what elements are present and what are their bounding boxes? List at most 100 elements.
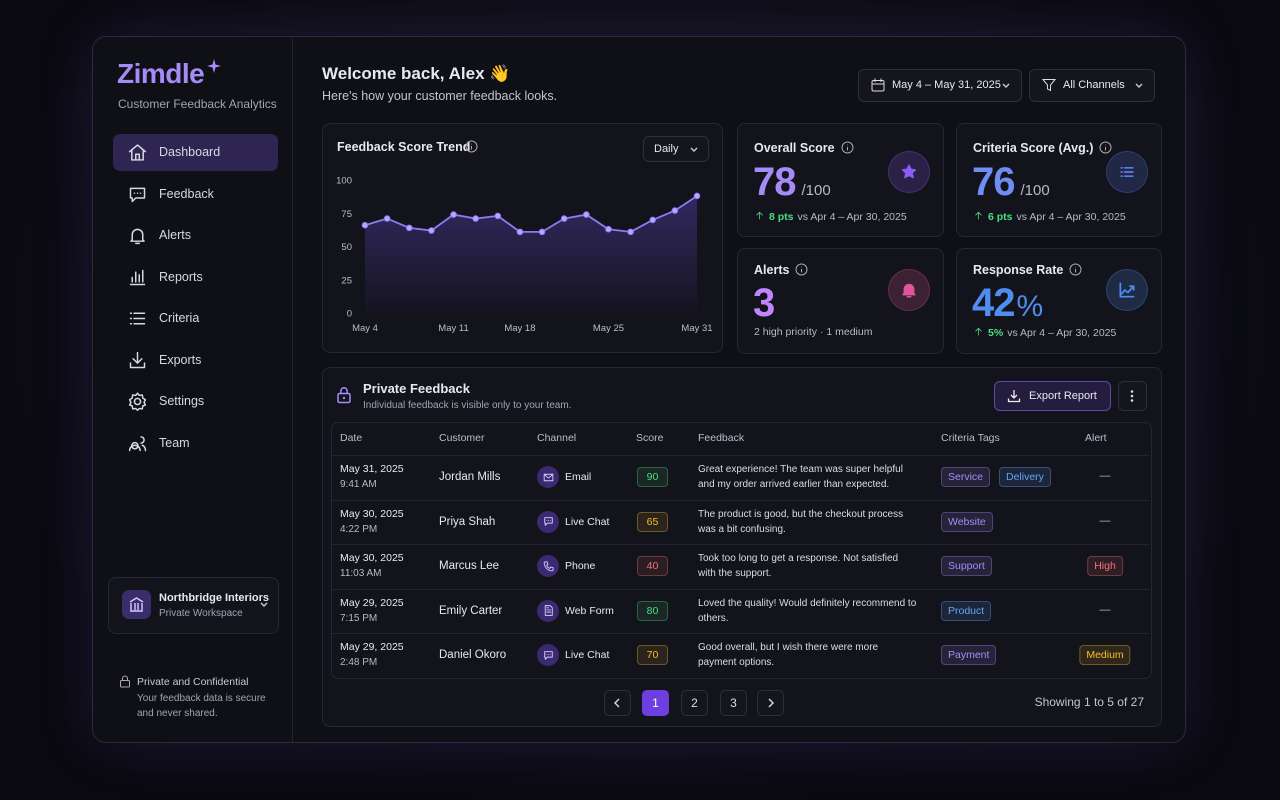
prev-page[interactable] [604,690,631,716]
kpi-icon [1106,269,1148,311]
chart-title: Feedback Score Trend [337,140,471,154]
info-ring [1069,263,1082,276]
workspace-icon [122,590,151,619]
kpi-glyph-path [901,164,917,179]
row-date: May 29, 2025 [340,641,404,654]
nav-icon [128,435,147,451]
kpi-unit: /100 [801,182,831,199]
point [494,212,502,220]
row-customer: Emily Carter [439,604,503,617]
tag: Service [941,467,991,487]
row-date: May 30, 2025 [340,552,404,565]
channel-glyph [543,473,553,481]
kpi-note: 2 high priority · 1 medium [754,326,873,338]
more-button[interactable] [1118,381,1147,411]
row-channel: Live Chat [565,515,610,528]
next-page[interactable] [757,690,784,716]
nav-item[interactable]: Alerts [113,217,278,254]
nav-item[interactable]: Criteria [113,300,278,337]
icon-path [128,392,147,411]
row-customer: Daniel Okoro [439,649,507,662]
nav-label: Reports [159,269,203,284]
icon-path [129,187,146,202]
workspace-name: Northbridge Interiors [159,592,270,604]
date-range-picker[interactable]: May 4 – May 31, 2025 [858,69,1022,102]
page-number[interactable]: 3 [720,690,747,716]
nav-item[interactable]: Settings [113,383,278,420]
kpi-card: Alerts 3 2 high priority · 1 medium [737,248,944,354]
point [361,221,369,229]
kpi-glyph [901,164,917,179]
icon-path [544,605,553,617]
info-icon [465,140,478,153]
score-badge: 40 [637,556,668,577]
nav-label: Settings [159,394,205,408]
greeting-subtitle: Here's how your customer feedback looks. [322,89,558,103]
point [516,228,524,236]
export-button[interactable]: Export Report [994,381,1111,411]
nav-item[interactable]: Exports [113,342,278,379]
period-select[interactable]: Daily [643,136,709,162]
row-feedback: Loved the quality! Would definitely reco… [698,597,917,624]
kpi-glyph [1119,282,1135,298]
nav-item[interactable]: Reports [113,259,278,296]
nav-icon [129,351,146,368]
row-divider [332,455,1150,456]
kpi-value: 42 [972,281,1015,325]
x-tick-label: May 31 [681,323,712,334]
alert-none: — [1099,603,1111,616]
row-feedback: Good overall, but I wish there were more… [698,642,879,669]
x-tick-label: May 18 [504,323,535,334]
page-number[interactable]: 2 [681,690,708,716]
row-time: 7:15 PM [340,612,378,624]
y-tick-label: 50 [341,242,352,253]
row-divider [332,499,1150,501]
info-icon [1099,141,1112,154]
row-time: 9:41 AM [340,479,377,490]
row-customer: Marcus Lee [439,560,500,573]
nav-item[interactable]: Dashboard [113,134,278,171]
icon-path [129,269,146,285]
nav-item[interactable]: Feedback [113,176,278,213]
y-tick-label: 100 [336,176,352,187]
kpi-value-row: 76/100 [972,160,1050,205]
info-icon [1069,263,1082,276]
icon-path [129,351,146,368]
icon-path [128,144,147,161]
point [693,192,701,200]
channel-icon [537,466,559,488]
icon-path [129,312,146,325]
channel-filter[interactable]: All Channels [1029,69,1155,102]
channel-glyph [543,651,553,660]
lock-icon [337,387,351,404]
row-divider [332,633,1150,635]
up-arrow [756,211,763,220]
brand: Zimdle [117,58,205,89]
tag: Website [941,511,993,532]
page-number[interactable]: 1 [642,690,669,716]
nav-item[interactable]: Team [113,425,278,462]
nav-label: Criteria [159,311,200,325]
row-channel: Phone [565,560,596,573]
up-arrow [975,327,982,336]
column-header: Customer [439,432,485,444]
table-subtitle: Individual feedback is visible only to y… [363,400,572,411]
icon-path [756,211,763,220]
point [383,215,391,222]
feedback-card [322,367,1162,727]
icon-path [130,228,145,245]
row-channel: Web Form [565,604,614,617]
row-date: May 30, 2025 [340,507,404,520]
icon-path [543,561,554,571]
table-title: Private Feedback [363,381,470,396]
up-arrow [975,211,982,220]
x-tick-label: May 11 [438,323,468,334]
kpi-change: 8 pts [769,211,794,223]
workspace-chevron [260,602,268,607]
tagline: Customer Feedback Analytics [118,97,277,111]
row-customer: Jordan Mills [439,471,501,483]
icon-path [975,327,982,336]
alert-badge: Medium [1079,645,1131,666]
